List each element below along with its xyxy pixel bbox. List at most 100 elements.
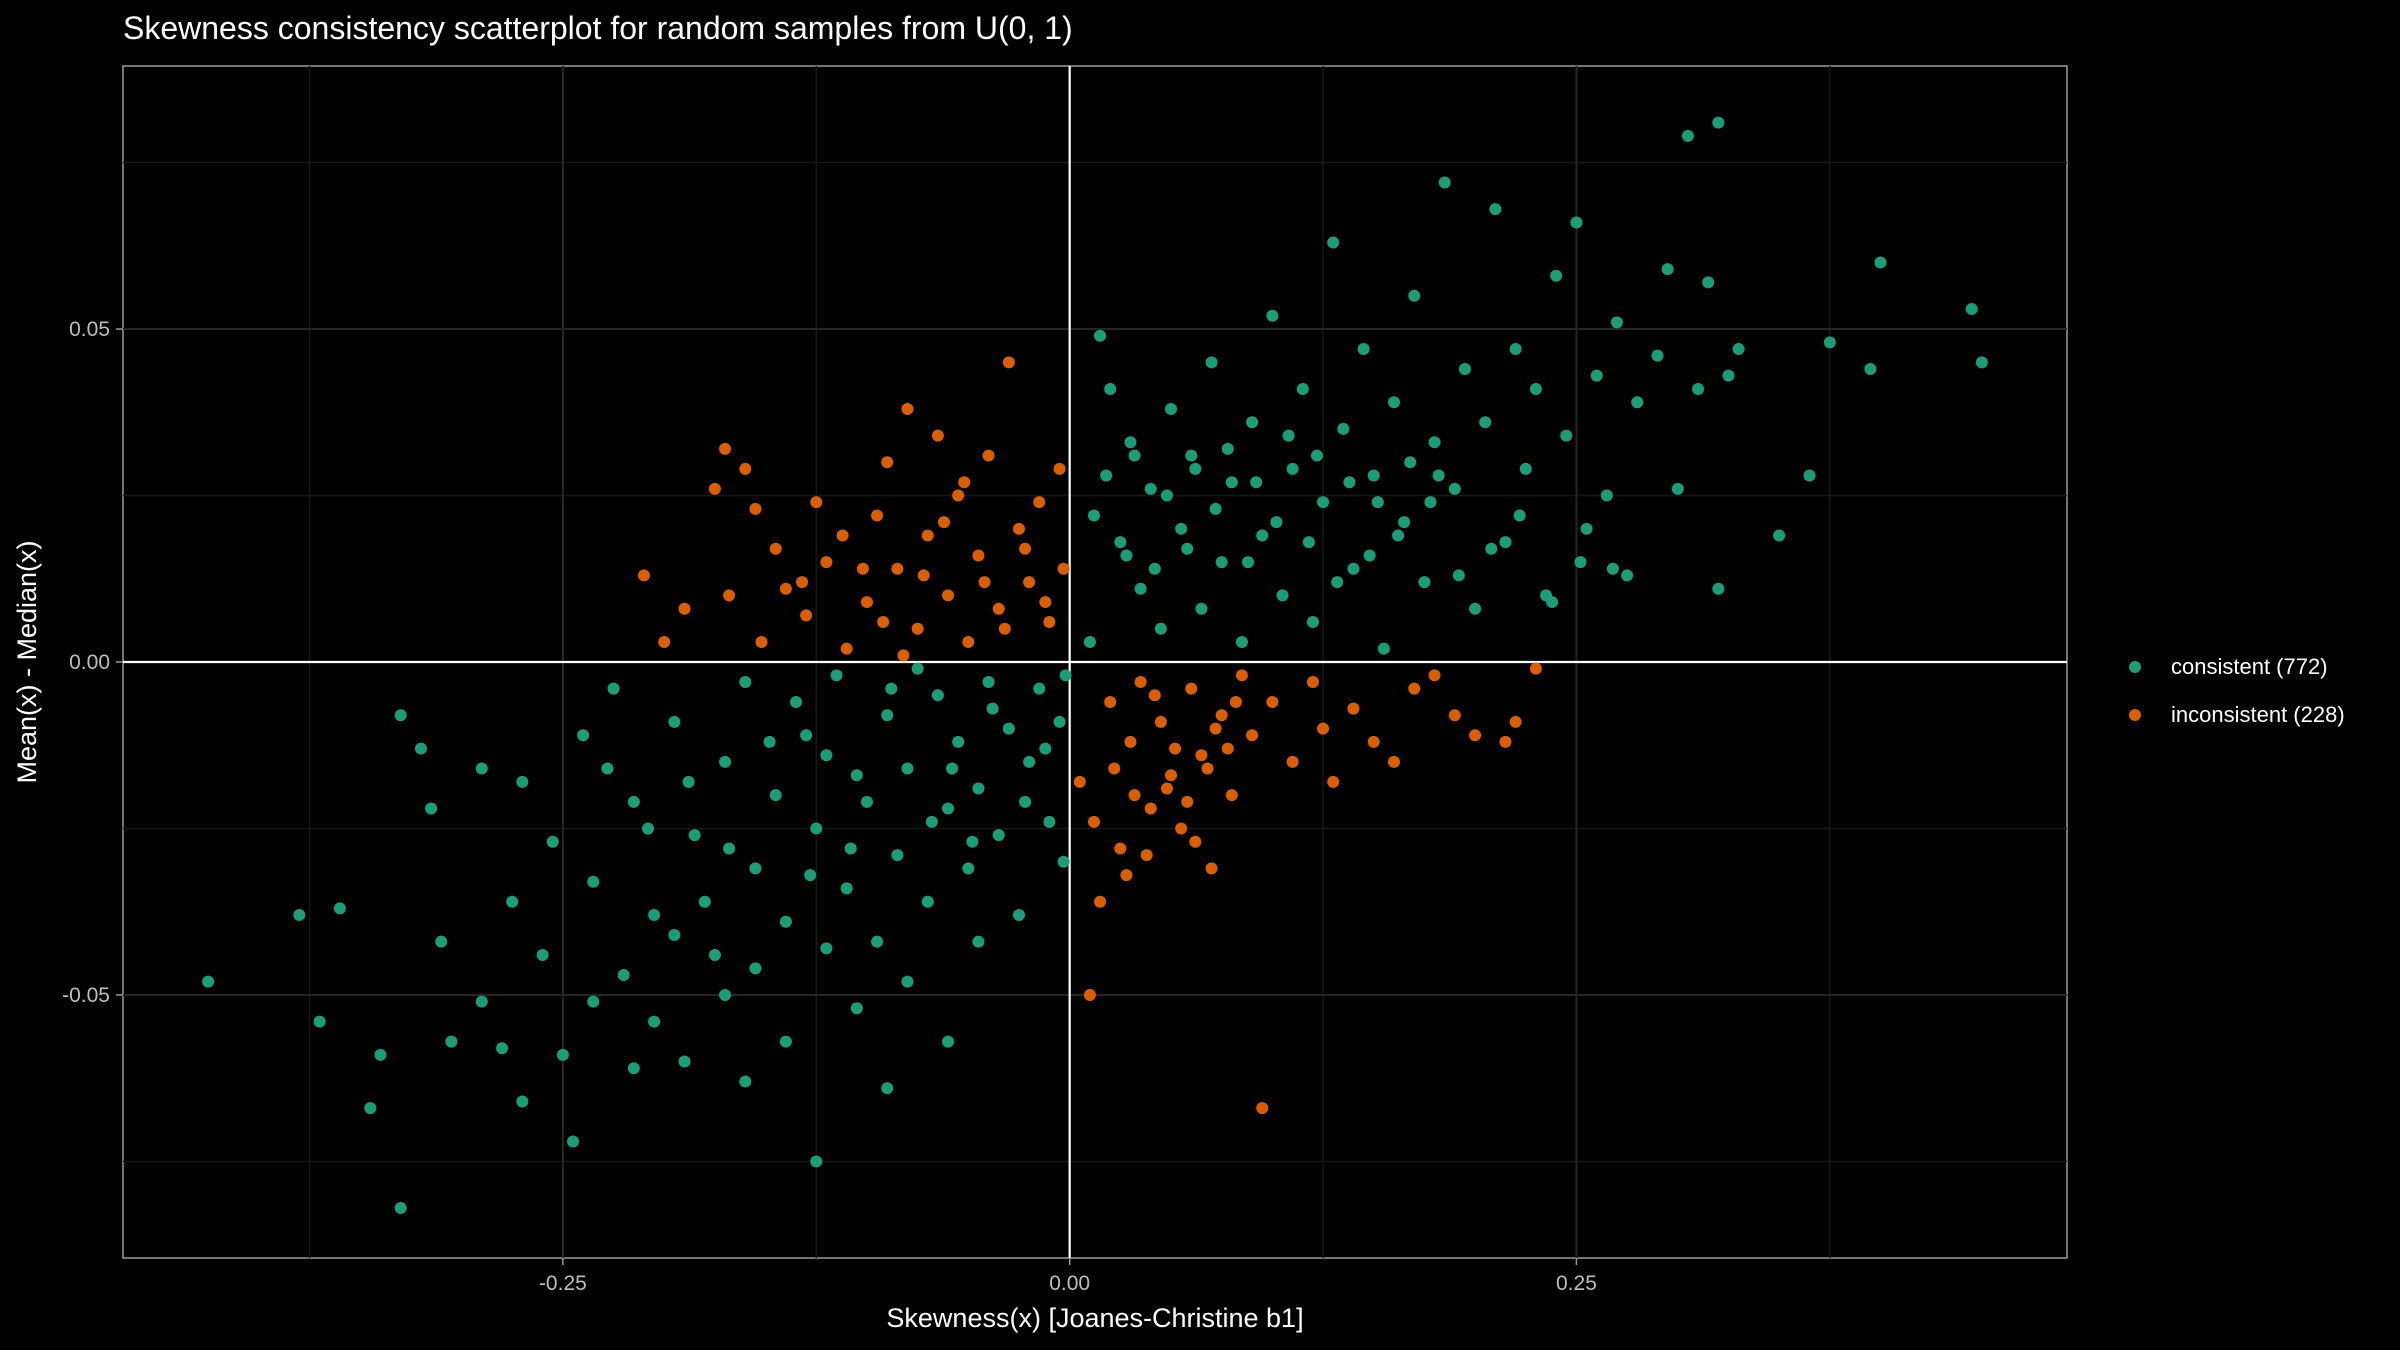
data-point bbox=[682, 775, 695, 788]
data-point bbox=[1681, 129, 1694, 142]
data-point bbox=[1108, 762, 1121, 775]
data-point bbox=[642, 822, 655, 835]
data-point bbox=[1235, 669, 1248, 682]
data-point bbox=[1019, 542, 1032, 555]
data-point bbox=[425, 802, 438, 815]
data-point bbox=[962, 862, 975, 875]
data-point bbox=[871, 935, 884, 948]
data-point bbox=[779, 582, 792, 595]
data-point bbox=[982, 449, 995, 462]
data-point bbox=[1039, 742, 1052, 755]
data-point bbox=[688, 829, 701, 842]
data-point bbox=[1169, 742, 1182, 755]
data-point bbox=[958, 476, 971, 489]
data-point bbox=[917, 569, 930, 582]
data-point bbox=[556, 1048, 569, 1061]
data-point bbox=[587, 875, 600, 888]
data-point bbox=[810, 1155, 823, 1168]
data-point bbox=[1128, 789, 1141, 802]
data-point bbox=[1087, 815, 1100, 828]
data-point bbox=[1002, 356, 1015, 369]
y-tick-label: 0.05 bbox=[69, 318, 110, 341]
data-point bbox=[475, 762, 488, 775]
data-point bbox=[972, 782, 985, 795]
data-point bbox=[779, 915, 792, 928]
data-point bbox=[962, 636, 975, 649]
data-point bbox=[1302, 536, 1315, 549]
data-point bbox=[1235, 636, 1248, 649]
data-point bbox=[1246, 729, 1259, 742]
data-point bbox=[587, 995, 600, 1008]
data-point bbox=[1371, 496, 1384, 509]
data-point bbox=[202, 975, 215, 988]
data-point bbox=[1722, 369, 1735, 382]
data-point bbox=[856, 562, 869, 575]
data-point bbox=[1266, 309, 1279, 322]
data-point bbox=[1019, 795, 1032, 808]
y-tick-label: -0.05 bbox=[62, 984, 110, 1007]
data-point bbox=[668, 715, 681, 728]
data-point bbox=[1392, 529, 1405, 542]
data-point bbox=[1209, 502, 1222, 515]
data-point bbox=[1181, 795, 1194, 808]
data-point bbox=[1094, 329, 1107, 342]
data-point bbox=[800, 609, 813, 622]
data-point bbox=[972, 549, 985, 562]
data-point bbox=[921, 895, 934, 908]
data-point bbox=[885, 682, 898, 695]
data-point bbox=[1083, 988, 1096, 1001]
data-point bbox=[1489, 203, 1502, 216]
data-point bbox=[1205, 862, 1218, 875]
data-point bbox=[1246, 416, 1259, 429]
data-point bbox=[1398, 516, 1411, 529]
data-point bbox=[1185, 682, 1198, 695]
data-point bbox=[1148, 562, 1161, 575]
data-point bbox=[1120, 549, 1133, 562]
data-point bbox=[1134, 675, 1147, 688]
data-point bbox=[820, 749, 833, 762]
data-point bbox=[1012, 522, 1025, 535]
data-point bbox=[1712, 582, 1725, 595]
data-point bbox=[1023, 576, 1036, 589]
data-point bbox=[1590, 369, 1603, 382]
data-point bbox=[1175, 822, 1188, 835]
data-point bbox=[1610, 316, 1623, 329]
data-point bbox=[1296, 382, 1309, 395]
data-point bbox=[1438, 176, 1451, 189]
data-point bbox=[1114, 536, 1127, 549]
data-point bbox=[1154, 622, 1167, 635]
data-point bbox=[394, 709, 407, 722]
data-point bbox=[1039, 596, 1052, 609]
data-point bbox=[1195, 749, 1208, 762]
data-point bbox=[1154, 715, 1167, 728]
data-point bbox=[1367, 469, 1380, 482]
data-point bbox=[1033, 496, 1046, 509]
data-point bbox=[1181, 542, 1194, 555]
data-point bbox=[860, 596, 873, 609]
data-point bbox=[790, 695, 803, 708]
data-point bbox=[719, 988, 732, 1001]
data-point bbox=[475, 995, 488, 1008]
data-point bbox=[1114, 842, 1127, 855]
data-point bbox=[1692, 382, 1705, 395]
data-point bbox=[1428, 669, 1441, 682]
data-point bbox=[1377, 642, 1390, 655]
data-point bbox=[911, 622, 924, 635]
legend: consistent (772) inconsistent (228) bbox=[2118, 643, 2345, 739]
data-point bbox=[1144, 482, 1157, 495]
data-point bbox=[769, 789, 782, 802]
data-point bbox=[1732, 343, 1745, 356]
data-point bbox=[719, 442, 732, 455]
data-point bbox=[1189, 835, 1202, 848]
data-point bbox=[1023, 755, 1036, 768]
data-point bbox=[850, 769, 863, 782]
data-point bbox=[1803, 469, 1816, 482]
data-point bbox=[804, 869, 817, 882]
legend-label-inconsistent: inconsistent (228) bbox=[2171, 702, 2345, 727]
data-point bbox=[881, 1082, 894, 1095]
y-axis-title: Mean(x) - Median(x) bbox=[12, 540, 42, 783]
data-point bbox=[871, 509, 884, 522]
data-point bbox=[678, 1055, 691, 1068]
x-tick-label: 0.25 bbox=[1556, 1272, 1597, 1295]
data-point bbox=[1286, 462, 1299, 475]
